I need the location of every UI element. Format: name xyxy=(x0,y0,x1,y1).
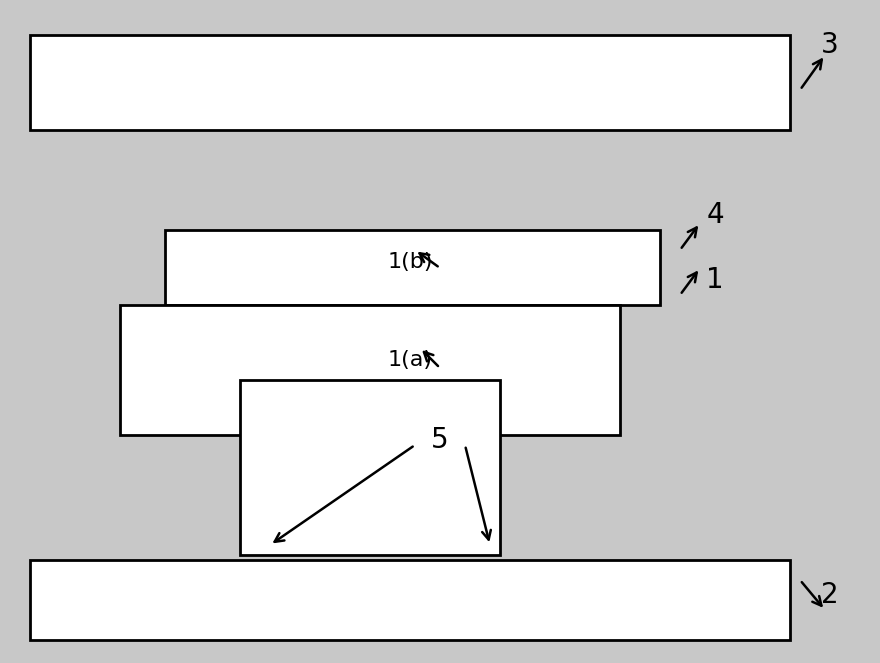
Text: 1(a): 1(a) xyxy=(387,350,432,370)
Bar xyxy=(120,305,620,435)
Text: 5: 5 xyxy=(431,426,449,454)
Text: 1: 1 xyxy=(706,266,724,294)
Bar xyxy=(30,35,790,130)
Bar xyxy=(30,560,790,640)
Bar xyxy=(240,380,500,555)
Text: 1(b): 1(b) xyxy=(387,252,433,272)
Text: 2: 2 xyxy=(821,581,839,609)
Text: 3: 3 xyxy=(821,31,839,59)
Bar xyxy=(165,230,660,305)
Text: 4: 4 xyxy=(706,201,724,229)
